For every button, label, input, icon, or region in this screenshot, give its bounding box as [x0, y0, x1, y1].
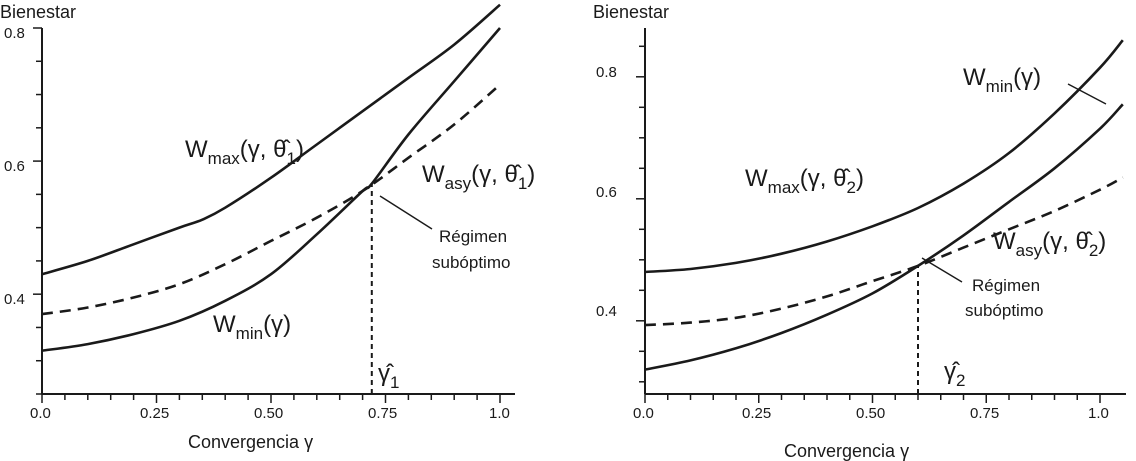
left-x-tick-label-1: 0.25 — [140, 405, 169, 422]
left-label-wmax: Wmax(γ, θ̂1) — [185, 136, 304, 168]
left-regimen-line2: subóptimo — [432, 253, 510, 272]
left-x-tick-label-3: 0.75 — [368, 405, 397, 422]
left-x-tick-label-2: 0.50 — [254, 405, 283, 422]
left-curve-wmin — [41, 27, 501, 352]
right-x-tick-label-3: 0.75 — [970, 405, 999, 422]
right-x-title: Convergencia γ — [784, 441, 909, 461]
right-y-tick-label-2: 0.8 — [596, 64, 617, 81]
left-y-tick-label-0: 0.4 — [4, 291, 25, 308]
left-y-title: Bienestar — [0, 2, 76, 22]
left-gamma-hat-label: γ̂1 — [378, 360, 399, 392]
right-regimen-line2: subóptimo — [965, 301, 1043, 320]
right-x-tick-label-2: 0.50 — [856, 405, 885, 422]
right-y-tick-label-1: 0.6 — [596, 184, 617, 201]
left-y-tick-label-2: 0.8 — [4, 25, 25, 42]
right-ticks — [636, 45, 1101, 403]
right-regimen-line1: Régimen — [972, 276, 1040, 295]
left-panel: Bienestar Convergencia γ 0.4 0.6 0.8 0.0… — [0, 2, 535, 452]
left-regimen-leader — [379, 195, 433, 230]
left-label-wmin: Wmin(γ) — [213, 311, 291, 343]
right-curve-lower — [644, 103, 1124, 371]
right-gamma-hat-label: γ̂2 — [944, 358, 965, 390]
left-curve-wmax — [41, 3, 501, 276]
right-x-tick-label-1: 0.25 — [742, 405, 771, 422]
right-wmin-leader — [1067, 83, 1107, 105]
right-label-wasy: Wasy(γ, θ̂2) — [993, 228, 1106, 260]
right-label-wmin: Wmin(γ) — [963, 64, 1041, 96]
left-ticks — [33, 27, 501, 403]
left-x-title: Convergencia γ — [188, 432, 313, 452]
left-y-tick-label-1: 0.6 — [4, 158, 25, 175]
left-regimen-line1: Régimen — [439, 227, 507, 246]
left-curve-wasy — [41, 83, 501, 316]
right-y-tick-label-0: 0.4 — [596, 303, 617, 320]
left-x-tick-label-0: 0.0 — [30, 405, 51, 422]
right-label-wmax: Wmax(γ, θ̂2) — [745, 165, 864, 197]
right-y-title: Bienestar — [593, 2, 669, 22]
right-regimen-leader — [921, 257, 963, 283]
right-curve-wasy — [644, 176, 1124, 327]
right-curve-upper — [644, 39, 1124, 274]
left-x-tick-label-4: 1.0 — [489, 405, 510, 422]
right-x-tick-label-0: 0.0 — [633, 405, 654, 422]
right-panel: Bienestar Convergencia γ 0.4 0.6 0.8 0.0… — [593, 2, 1126, 461]
right-x-tick-label-4: 1.0 — [1088, 405, 1109, 422]
left-label-wasy: Wasy(γ, θ̂1) — [422, 161, 535, 193]
